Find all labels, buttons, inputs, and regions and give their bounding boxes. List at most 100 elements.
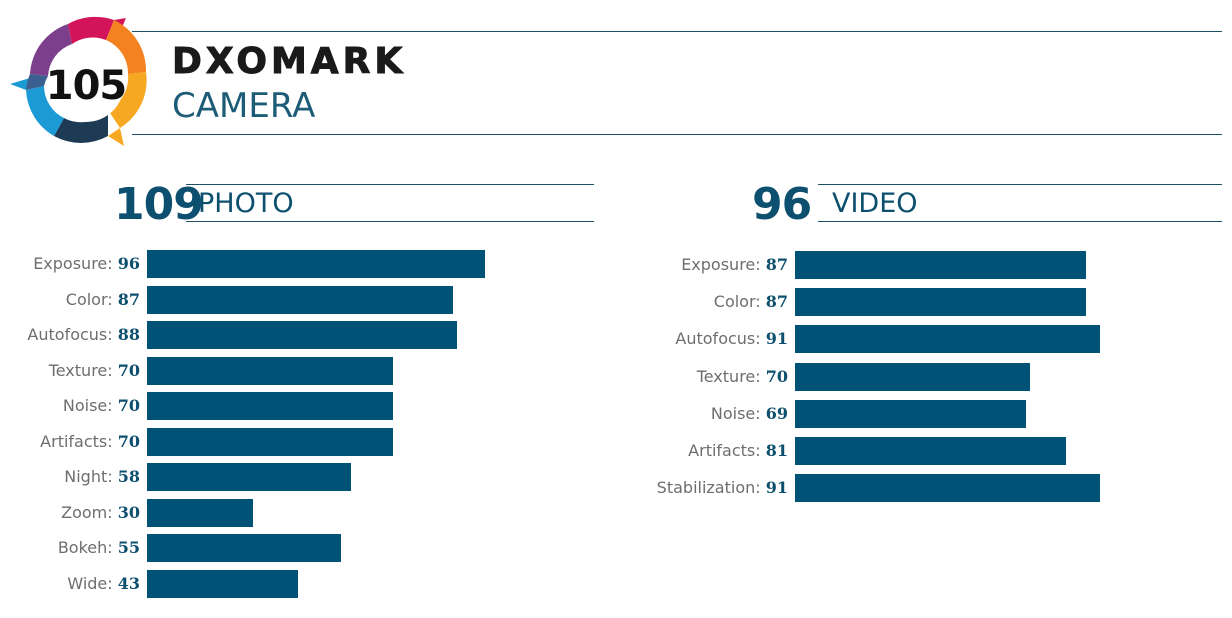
video-category-name: Stabilization: [656, 478, 766, 497]
photo-category-score: 87 [117, 290, 140, 309]
photo-bar-row: Artifacts: 70 [0, 428, 1232, 456]
video-bar-row: Texture: 70 [0, 363, 1232, 391]
video-title: VIDEO [832, 188, 918, 219]
video-category-name: Artifacts: [688, 441, 766, 460]
photo-category-name: Color: [65, 290, 118, 309]
photo-bar-label: Texture: 70 [49, 357, 140, 385]
video-category-name: Noise: [710, 404, 766, 423]
overall-score: 105 [45, 63, 128, 109]
video-category-score: 70 [765, 367, 788, 386]
video-category-name: Texture: [696, 367, 766, 386]
video-category-name: Autofocus: [675, 329, 766, 348]
video-bar-label: Artifacts: 81 [688, 437, 788, 465]
photo-bar-label: Artifacts: 70 [40, 428, 140, 456]
video-bar-label: Texture: 70 [697, 363, 788, 391]
photo-bar-row: Autofocus: 88 [0, 321, 1232, 349]
video-bar [795, 288, 1086, 316]
video-category-score: 91 [765, 478, 788, 497]
video-category-score: 87 [765, 255, 788, 274]
video-bar [795, 363, 1030, 391]
photo-bar-label: Wide: 43 [67, 570, 140, 598]
video-category-name: Color: [713, 292, 766, 311]
photo-bar-label: Zoom: 30 [61, 499, 140, 527]
video-bar [795, 400, 1026, 428]
photo-bar [147, 321, 457, 349]
photo-bar [147, 463, 351, 491]
photo-bar-row: Night: 58 [0, 463, 1232, 491]
video-category-score: 87 [765, 292, 788, 311]
video-category-score: 91 [765, 329, 788, 348]
video-bar-row: Noise: 69 [0, 400, 1232, 428]
photo-bar-row: Noise: 70 [0, 392, 1232, 420]
photo-bar-row: Bokeh: 55 [0, 534, 1232, 562]
video-bar-row: Autofocus: 91 [0, 325, 1232, 353]
video-bar-label: Noise: 69 [711, 400, 788, 428]
header-bottom-rule [132, 134, 1222, 135]
photo-bottom-rule [186, 221, 594, 222]
photo-bar [147, 499, 253, 527]
photo-bar-row: Wide: 43 [0, 570, 1232, 598]
video-bar-label: Color: 87 [714, 288, 788, 316]
brand-logo: DXOMARK [171, 41, 407, 83]
photo-category-score: 55 [117, 538, 140, 557]
photo-bar-label: Noise: 70 [63, 392, 140, 420]
photo-category-name: Night: [64, 467, 118, 486]
score-badge [8, 14, 150, 150]
video-category-score: 81 [765, 441, 788, 460]
photo-bar [147, 250, 485, 278]
photo-bar [147, 392, 393, 420]
video-bar-label: Autofocus: 91 [675, 325, 788, 353]
photo-top-rule [186, 184, 594, 185]
photo-bar-label: Autofocus: 88 [27, 321, 140, 349]
video-bottom-rule [818, 221, 1222, 222]
photo-category-name: Bokeh: [57, 538, 118, 557]
video-bar-row: Stabilization: 91 [0, 474, 1232, 502]
photo-bar-row: Texture: 70 [0, 357, 1232, 385]
video-bar [795, 437, 1066, 465]
video-bar [795, 251, 1086, 279]
photo-bar [147, 570, 298, 598]
video-bar [795, 325, 1100, 353]
photo-bar-row: Zoom: 30 [0, 499, 1232, 527]
score-badge-ring-icon [10, 16, 147, 146]
photo-category-score: 70 [117, 361, 140, 380]
video-category-name: Exposure: [681, 255, 766, 274]
photo-category-name: Artifacts: [40, 432, 118, 451]
video-bar-row: Color: 87 [0, 288, 1232, 316]
photo-title: PHOTO [198, 188, 294, 219]
photo-bar-row: Exposure: 96 [0, 250, 1232, 278]
photo-category-score: 70 [117, 396, 140, 415]
photo-bar-row: Color: 87 [0, 286, 1232, 314]
page-category: CAMERA [172, 86, 316, 126]
video-bar-label: Exposure: 87 [681, 251, 788, 279]
video-category-score: 69 [765, 404, 788, 423]
photo-category-name: Zoom: [61, 503, 118, 522]
photo-category-score: 43 [117, 574, 140, 593]
photo-category-name: Autofocus: [27, 325, 118, 344]
photo-bar-label: Night: 58 [64, 463, 140, 491]
photo-category-name: Noise: [62, 396, 118, 415]
photo-bar-label: Exposure: 96 [33, 250, 140, 278]
photo-category-name: Exposure: [33, 254, 118, 273]
video-bar-row: Exposure: 87 [0, 251, 1232, 279]
video-score: 96 [752, 179, 812, 230]
photo-bar-label: Bokeh: 55 [58, 534, 140, 562]
photo-category-name: Wide: [67, 574, 118, 593]
photo-category-score: 70 [117, 432, 140, 451]
photo-category-score: 96 [117, 254, 140, 273]
video-bar-row: Artifacts: 81 [0, 437, 1232, 465]
photo-category-score: 88 [117, 325, 140, 344]
video-bar-label: Stabilization: 91 [657, 474, 788, 502]
photo-bar [147, 428, 393, 456]
header-top-rule [132, 31, 1222, 32]
photo-bar [147, 357, 393, 385]
photo-bar-label: Color: 87 [66, 286, 140, 314]
photo-category-score: 58 [117, 467, 140, 486]
photo-bar [147, 286, 453, 314]
photo-category-score: 30 [117, 503, 140, 522]
photo-score: 109 [114, 179, 204, 230]
video-top-rule [818, 184, 1222, 185]
photo-bar [147, 534, 341, 562]
photo-category-name: Texture: [48, 361, 118, 380]
video-bar [795, 474, 1100, 502]
